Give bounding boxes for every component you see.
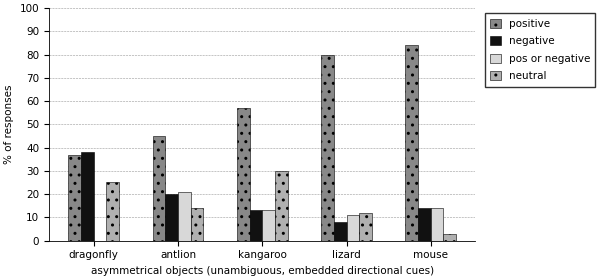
- Legend: positive, negative, pos or negative, neutral: positive, negative, pos or negative, neu…: [485, 13, 595, 87]
- Bar: [191, 208, 203, 241]
- Bar: [166, 194, 178, 241]
- Bar: [275, 171, 287, 241]
- Bar: [68, 155, 81, 241]
- Bar: [418, 208, 431, 241]
- Bar: [443, 234, 456, 241]
- X-axis label: asymmetrical objects (unambiguous, embedded directional cues): asymmetrical objects (unambiguous, embed…: [91, 266, 434, 276]
- Bar: [81, 152, 94, 241]
- Bar: [321, 55, 334, 241]
- Bar: [262, 210, 275, 241]
- Bar: [250, 210, 262, 241]
- Bar: [406, 45, 418, 241]
- Bar: [359, 213, 372, 241]
- Bar: [106, 183, 119, 241]
- Bar: [431, 208, 443, 241]
- Y-axis label: % of responses: % of responses: [4, 85, 14, 164]
- Bar: [347, 215, 359, 241]
- Bar: [153, 136, 166, 241]
- Bar: [334, 222, 347, 241]
- Bar: [178, 192, 191, 241]
- Bar: [237, 108, 250, 241]
